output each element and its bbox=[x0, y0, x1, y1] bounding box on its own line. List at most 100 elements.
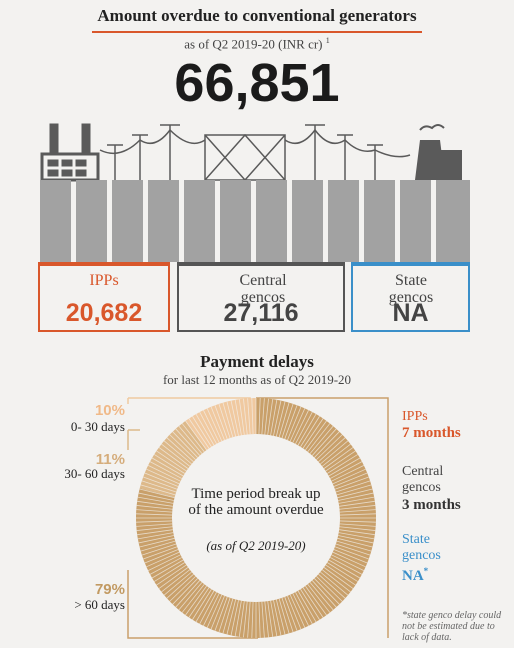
hatch bbox=[334, 476, 369, 490]
hatch bbox=[139, 488, 175, 499]
hatch bbox=[181, 583, 205, 613]
hatch bbox=[337, 488, 373, 499]
hatch bbox=[258, 601, 261, 638]
box-label: State gencos bbox=[388, 272, 434, 306]
hatch bbox=[203, 409, 220, 443]
hatch bbox=[166, 437, 194, 463]
hatch bbox=[243, 398, 248, 435]
hatch bbox=[339, 509, 376, 513]
hatch bbox=[289, 594, 306, 628]
hatch bbox=[339, 523, 376, 527]
hatch bbox=[144, 472, 179, 487]
hatch bbox=[302, 587, 324, 618]
hatch bbox=[206, 408, 223, 442]
box-ipp: IPPs 20,682 bbox=[38, 262, 170, 332]
title: Amount overdue to conventional generator… bbox=[97, 6, 417, 25]
hatch bbox=[307, 423, 331, 453]
hatch bbox=[247, 601, 251, 638]
hatch bbox=[147, 465, 181, 482]
hatch bbox=[166, 573, 194, 599]
hatch bbox=[163, 571, 192, 596]
hatch bbox=[203, 593, 220, 627]
hatch bbox=[331, 465, 365, 482]
hatch bbox=[206, 594, 223, 628]
hatch bbox=[226, 401, 237, 437]
delay-value: 7 months bbox=[402, 425, 461, 441]
value-label: 10% bbox=[94, 402, 125, 419]
hatch bbox=[331, 554, 365, 571]
hatch bbox=[327, 454, 358, 474]
hatch bbox=[314, 431, 340, 458]
hatch bbox=[332, 468, 366, 485]
hatch bbox=[143, 546, 178, 560]
hatch bbox=[185, 420, 207, 451]
delay-mark: * bbox=[423, 566, 429, 576]
hatch bbox=[199, 411, 217, 445]
hatch bbox=[138, 535, 174, 544]
hatch bbox=[329, 461, 363, 479]
hatch bbox=[218, 597, 231, 633]
hatch bbox=[267, 399, 274, 435]
hatch bbox=[234, 600, 242, 637]
hatch bbox=[144, 549, 179, 564]
hatch bbox=[334, 546, 369, 560]
category-label: > 60 days bbox=[74, 597, 125, 612]
hatch bbox=[300, 589, 320, 620]
hatch bbox=[247, 398, 251, 435]
pie-segment bbox=[185, 398, 256, 451]
delay-label: IPPs bbox=[402, 409, 428, 424]
hatch bbox=[338, 532, 375, 540]
hatch bbox=[320, 440, 349, 465]
box-label: IPPs bbox=[89, 272, 119, 289]
hatch bbox=[136, 526, 173, 531]
hatch bbox=[329, 557, 363, 575]
hatch bbox=[316, 576, 343, 602]
hatch bbox=[138, 492, 174, 501]
hatch bbox=[136, 509, 173, 513]
hatch bbox=[192, 416, 212, 447]
center-note: (as of Q2 2019-20) bbox=[206, 538, 306, 553]
hatch bbox=[147, 554, 181, 571]
value-label: 79% bbox=[94, 581, 125, 598]
hatch bbox=[151, 559, 184, 579]
box-value: 20,682 bbox=[65, 299, 143, 327]
box-value: 27,116 bbox=[223, 299, 299, 327]
hatch bbox=[214, 596, 228, 631]
hatch bbox=[270, 399, 278, 436]
hatch bbox=[311, 428, 337, 456]
hatch bbox=[234, 399, 242, 436]
hatch bbox=[238, 601, 245, 637]
category-label: 0- 30 days bbox=[70, 419, 125, 434]
center-text: Time period break up of the amount overd… bbox=[188, 486, 324, 518]
hatch bbox=[243, 601, 248, 638]
hatch bbox=[338, 492, 374, 501]
hatch bbox=[307, 583, 331, 613]
pie-subtitle: for last 12 months as of Q2 2019-20 bbox=[162, 372, 352, 387]
subtitle: as of Q2 2019-20 (INR cr) 1 bbox=[0, 36, 514, 52]
hatch bbox=[316, 434, 343, 460]
pie-chart bbox=[127, 397, 389, 639]
hatch bbox=[302, 418, 324, 449]
hatch bbox=[136, 523, 173, 527]
power-lines bbox=[99, 124, 411, 182]
hatch bbox=[251, 398, 254, 435]
hatch bbox=[273, 400, 282, 436]
pie-title: Payment delays bbox=[200, 352, 314, 371]
hatch bbox=[158, 447, 189, 469]
delay-value-row: NA* bbox=[402, 566, 428, 585]
illustration bbox=[40, 123, 470, 262]
hatch bbox=[320, 571, 349, 596]
hatch bbox=[338, 496, 375, 504]
hatch bbox=[192, 589, 212, 620]
hatch bbox=[281, 597, 294, 633]
hatch bbox=[311, 580, 337, 608]
box-state: State gencos NA bbox=[351, 262, 470, 332]
hatch bbox=[339, 529, 375, 536]
hatch bbox=[287, 406, 302, 441]
hatch bbox=[297, 590, 317, 623]
factory bbox=[40, 123, 100, 182]
hatch bbox=[137, 532, 174, 540]
hatch bbox=[178, 582, 203, 611]
hatch bbox=[278, 402, 290, 438]
